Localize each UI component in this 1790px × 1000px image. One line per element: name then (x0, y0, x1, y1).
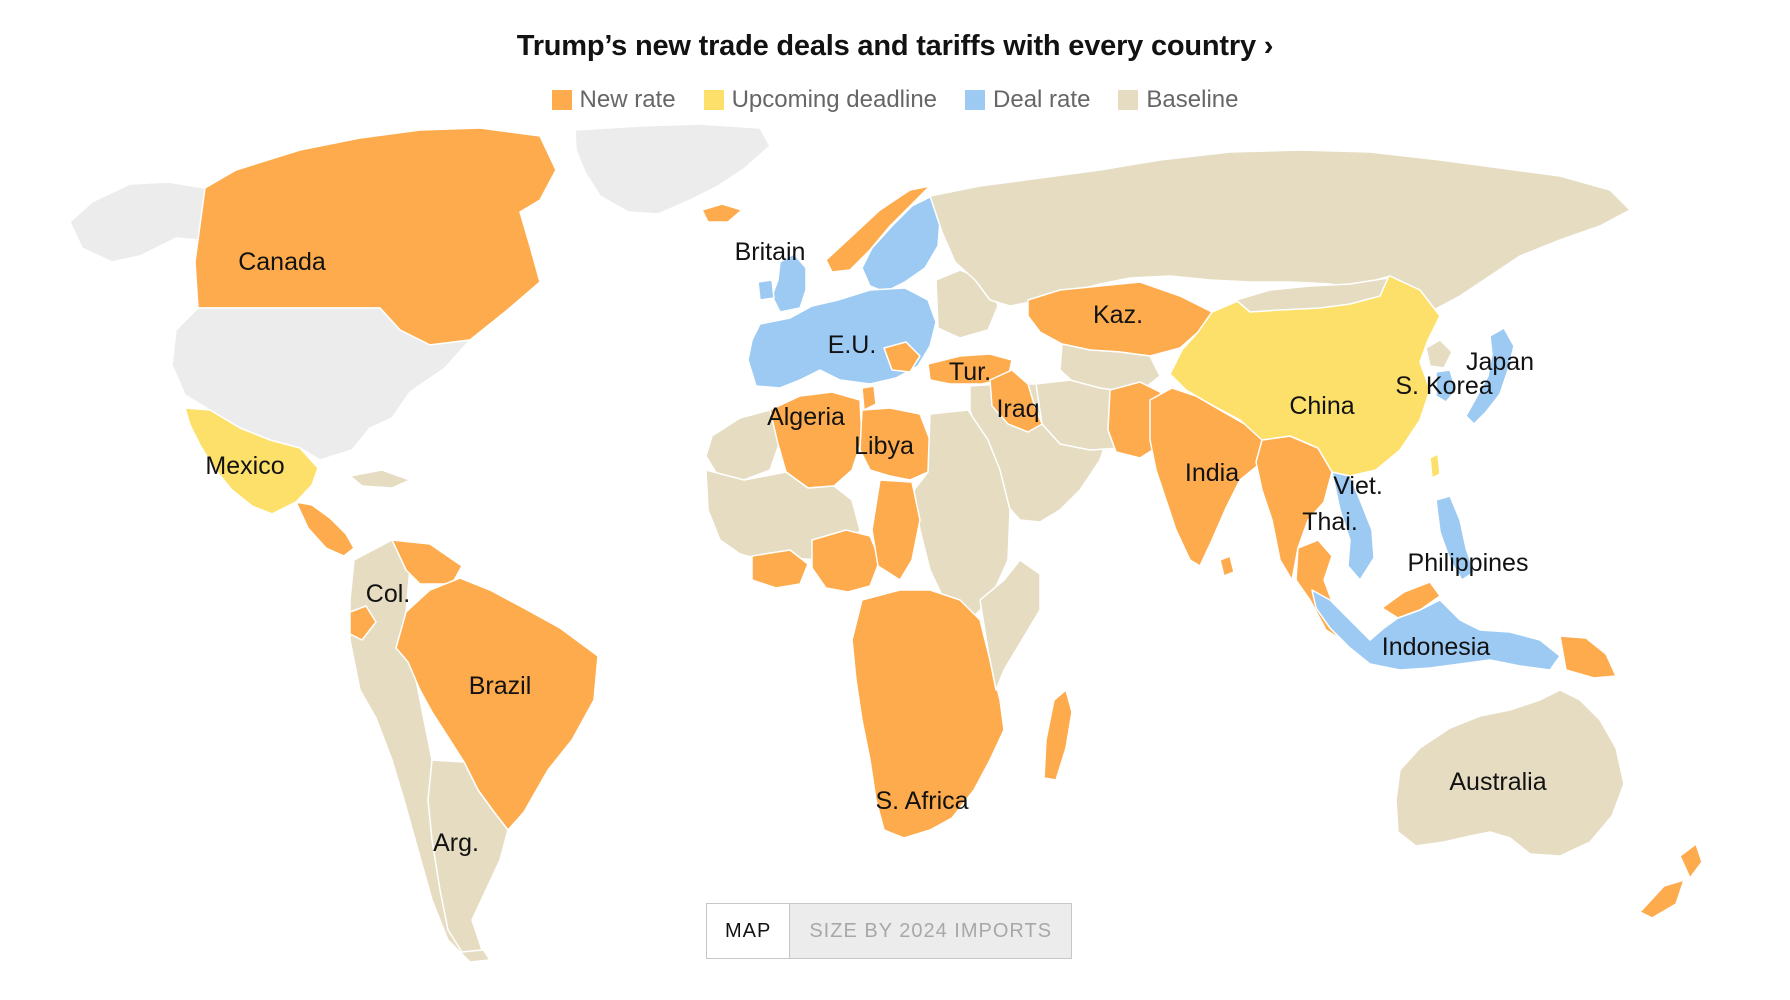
chevron-right-icon[interactable]: › (1263, 30, 1274, 62)
legend-swatch-deal-rate (965, 90, 986, 110)
country-kazakhstan[interactable] (1027, 281, 1213, 357)
label-india: India (1185, 459, 1239, 487)
label-thailand: Thai. (1302, 508, 1358, 536)
region-nigeria-niger[interactable] (811, 529, 881, 593)
country-north-korea[interactable] (1425, 339, 1453, 369)
country-madagascar[interactable] (1043, 689, 1073, 781)
region-ivory-coast-ghana[interactable] (751, 549, 809, 589)
legend: New rate Upcoming deadline Deal rate Bas… (0, 86, 1790, 114)
country-south-korea[interactable] (1435, 369, 1457, 403)
country-chad[interactable] (871, 479, 921, 581)
size-by-imports-button[interactable]: SIZE BY 2024 IMPORTS (789, 904, 1072, 958)
country-argentina[interactable] (427, 759, 509, 953)
country-vietnam[interactable] (1331, 471, 1375, 581)
region-balkans[interactable] (883, 341, 921, 373)
map-view-button[interactable]: MAP (707, 904, 790, 958)
label-argentina: Arg. (433, 829, 479, 857)
legend-item-new-rate: New rate (551, 86, 676, 114)
label-libya: Libya (854, 432, 914, 460)
country-algeria[interactable] (769, 391, 863, 489)
label-australia: Australia (1449, 768, 1546, 796)
country-iceland[interactable] (701, 203, 743, 223)
legend-label-baseline: Baseline (1146, 86, 1239, 113)
label-iraq: Iraq (996, 395, 1039, 423)
region-east-africa[interactable] (979, 559, 1041, 691)
country-brazil[interactable] (395, 577, 599, 831)
legend-swatch-upcoming-deadline (703, 90, 724, 110)
region-caribbean[interactable] (349, 469, 411, 489)
country-indonesia[interactable] (1311, 589, 1561, 671)
label-philippines: Philippines (1408, 549, 1529, 577)
label-south-africa: S. Africa (875, 787, 968, 815)
label-indonesia: Indonesia (1382, 633, 1491, 661)
label-japan: Japan (1466, 348, 1534, 376)
region-greenland[interactable] (574, 123, 771, 215)
legend-label-upcoming-deadline: Upcoming deadline (731, 86, 938, 113)
label-brazil: Brazil (469, 672, 532, 700)
chart-title-text[interactable]: Trump’s new trade deals and tariffs with… (516, 30, 1256, 62)
label-turkey: Tur. (949, 358, 991, 386)
region-central-southern-africa[interactable] (851, 589, 1005, 839)
label-south-korea: S. Korea (1395, 372, 1492, 400)
label-algeria: Algeria (767, 403, 845, 431)
country-tunisia[interactable] (861, 385, 877, 411)
country-ireland[interactable] (757, 279, 775, 301)
view-toggle: MAP SIZE BY 2024 IMPORTS (706, 903, 1073, 959)
country-japan[interactable] (1465, 327, 1515, 425)
label-kazakhstan: Kaz. (1093, 301, 1143, 329)
country-russia[interactable] (929, 149, 1631, 313)
label-britain: Britain (735, 238, 806, 266)
legend-label-deal-rate: Deal rate (993, 86, 1091, 113)
label-canada: Canada (238, 248, 326, 276)
country-ecuador[interactable] (349, 605, 377, 641)
country-mongolia[interactable] (1235, 277, 1389, 313)
country-taiwan[interactable] (1429, 453, 1441, 479)
label-vietnam: Viet. (1333, 472, 1383, 500)
legend-label-new-rate: New rate (579, 86, 676, 113)
legend-item-upcoming-deadline: Upcoming deadline (703, 86, 938, 114)
label-china: China (1289, 392, 1354, 420)
legend-swatch-baseline (1118, 90, 1139, 110)
region-alaska[interactable] (69, 181, 206, 263)
chart-title[interactable]: Trump’s new trade deals and tariffs with… (0, 30, 1790, 63)
legend-item-deal-rate: Deal rate (965, 86, 1090, 114)
country-norway[interactable] (825, 185, 931, 273)
country-usa[interactable] (171, 307, 471, 461)
country-australia[interactable] (1395, 689, 1625, 857)
country-philippines[interactable] (1435, 495, 1475, 581)
country-new-zealand[interactable] (1639, 843, 1703, 919)
label-eu: E.U. (828, 331, 877, 359)
country-britain[interactable] (771, 253, 807, 313)
region-central-america[interactable] (295, 501, 355, 557)
country-sri-lanka[interactable] (1219, 555, 1235, 577)
country-papua-new-guinea[interactable] (1559, 635, 1617, 679)
label-colombia: Col. (366, 580, 410, 608)
legend-item-baseline: Baseline (1118, 86, 1238, 114)
country-libya[interactable] (859, 407, 931, 481)
label-mexico: Mexico (205, 452, 284, 480)
legend-swatch-new-rate (551, 90, 572, 110)
region-west-africa-north[interactable] (705, 409, 783, 481)
